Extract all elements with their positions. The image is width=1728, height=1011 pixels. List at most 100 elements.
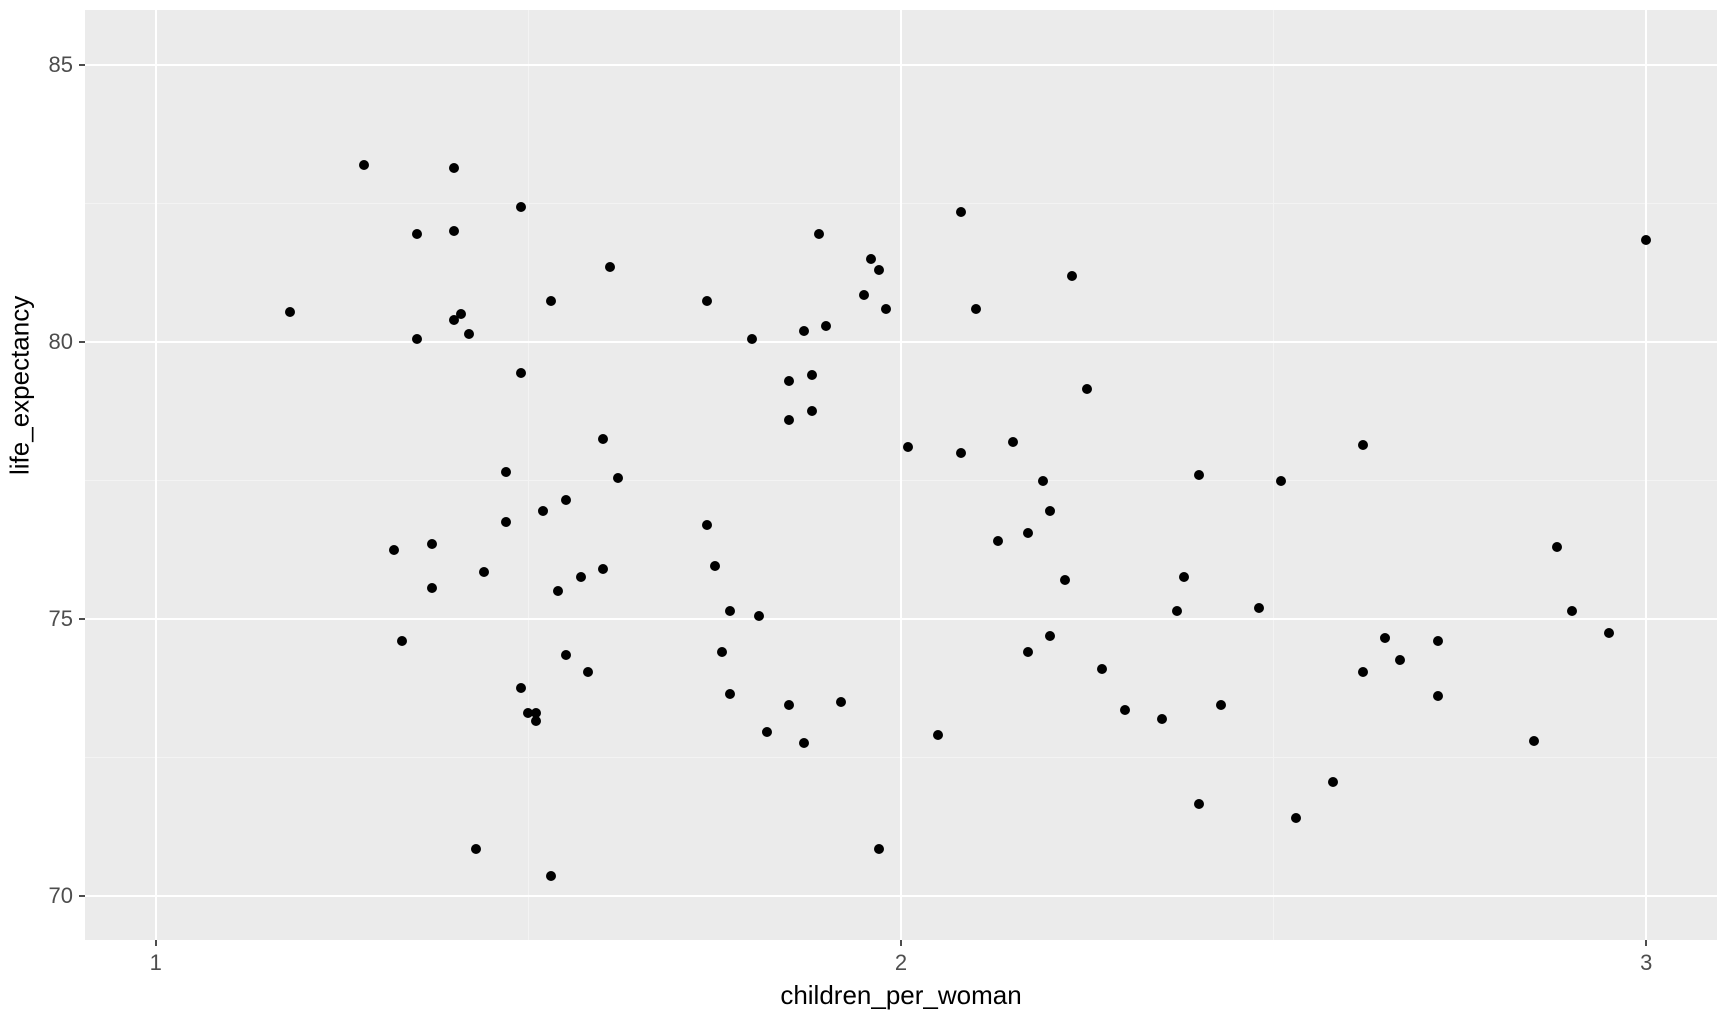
data-point — [538, 506, 548, 516]
y-tick-label: 70 — [49, 883, 73, 909]
data-point — [747, 334, 757, 344]
data-point — [874, 265, 884, 275]
data-point — [1641, 235, 1651, 245]
data-point — [1395, 655, 1405, 665]
y-tick-label: 75 — [49, 606, 73, 632]
data-point — [464, 329, 474, 339]
data-point — [859, 290, 869, 300]
y-tick-label: 85 — [49, 52, 73, 78]
data-point — [285, 307, 295, 317]
data-point — [1194, 470, 1204, 480]
data-point — [1604, 628, 1614, 638]
data-point — [1172, 606, 1182, 616]
y-tick-mark — [79, 64, 85, 66]
data-point — [471, 844, 481, 854]
x-grid-major — [155, 10, 157, 940]
data-point — [1082, 384, 1092, 394]
data-point — [956, 448, 966, 458]
y-grid-major — [85, 895, 1717, 897]
y-grid-major — [85, 341, 1717, 343]
data-point — [1045, 506, 1055, 516]
data-point — [576, 572, 586, 582]
data-point — [725, 689, 735, 699]
data-point — [456, 309, 466, 319]
data-point — [874, 844, 884, 854]
data-point — [933, 730, 943, 740]
data-point — [1276, 476, 1286, 486]
data-point — [427, 539, 437, 549]
x-tick-mark — [1645, 940, 1647, 946]
data-point — [1067, 271, 1077, 281]
data-point — [1380, 633, 1390, 643]
data-point — [1120, 705, 1130, 715]
x-grid-major — [900, 10, 902, 940]
x-tick-mark — [900, 940, 902, 946]
data-point — [1023, 528, 1033, 538]
data-point — [702, 296, 712, 306]
data-point — [412, 229, 422, 239]
data-point — [903, 442, 913, 452]
y-axis-label: life_expectancy — [5, 296, 36, 475]
data-point — [807, 370, 817, 380]
data-point — [1023, 647, 1033, 657]
data-point — [516, 368, 526, 378]
data-point — [389, 545, 399, 555]
data-point — [1060, 575, 1070, 585]
x-tick-label: 1 — [150, 950, 162, 976]
data-point — [799, 738, 809, 748]
data-point — [501, 467, 511, 477]
data-point — [1567, 606, 1577, 616]
data-point — [479, 567, 489, 577]
data-point — [359, 160, 369, 170]
data-point — [725, 606, 735, 616]
data-point — [516, 683, 526, 693]
y-tick-mark — [79, 895, 85, 897]
data-point — [784, 700, 794, 710]
data-point — [1045, 631, 1055, 641]
data-point — [807, 406, 817, 416]
data-point — [1216, 700, 1226, 710]
y-tick-label: 80 — [49, 329, 73, 355]
data-point — [1097, 664, 1107, 674]
data-point — [717, 647, 727, 657]
x-tick-label: 3 — [1640, 950, 1652, 976]
x-tick-mark — [155, 940, 157, 946]
data-point — [397, 636, 407, 646]
data-point — [1291, 813, 1301, 823]
data-point — [561, 650, 571, 660]
data-point — [546, 296, 556, 306]
plot-panel — [85, 10, 1717, 940]
data-point — [1358, 667, 1368, 677]
x-tick-label: 2 — [895, 950, 907, 976]
data-point — [598, 434, 608, 444]
data-point — [1433, 691, 1443, 701]
data-point — [710, 561, 720, 571]
data-point — [993, 536, 1003, 546]
data-point — [881, 304, 891, 314]
data-point — [1038, 476, 1048, 486]
scatter-chart: 1 2 3 70 75 80 85 children_per_woman life_expe… — [0, 0, 1728, 1008]
data-point — [1358, 440, 1368, 450]
data-point — [553, 586, 563, 596]
x-grid-minor — [528, 10, 529, 940]
data-point — [836, 697, 846, 707]
data-point — [561, 495, 571, 505]
data-point — [427, 583, 437, 593]
data-point — [449, 163, 459, 173]
data-point — [546, 871, 556, 881]
data-point — [762, 727, 772, 737]
data-point — [971, 304, 981, 314]
x-grid-minor — [1273, 10, 1274, 940]
data-point — [412, 334, 422, 344]
data-point — [1157, 714, 1167, 724]
data-point — [1194, 799, 1204, 809]
data-point — [1254, 603, 1264, 613]
data-point — [814, 229, 824, 239]
x-grid-major — [1645, 10, 1647, 940]
data-point — [1179, 572, 1189, 582]
data-point — [754, 611, 764, 621]
y-tick-mark — [79, 341, 85, 343]
data-point — [1008, 437, 1018, 447]
data-point — [449, 226, 459, 236]
x-axis-label: children_per_woman — [780, 980, 1021, 1011]
